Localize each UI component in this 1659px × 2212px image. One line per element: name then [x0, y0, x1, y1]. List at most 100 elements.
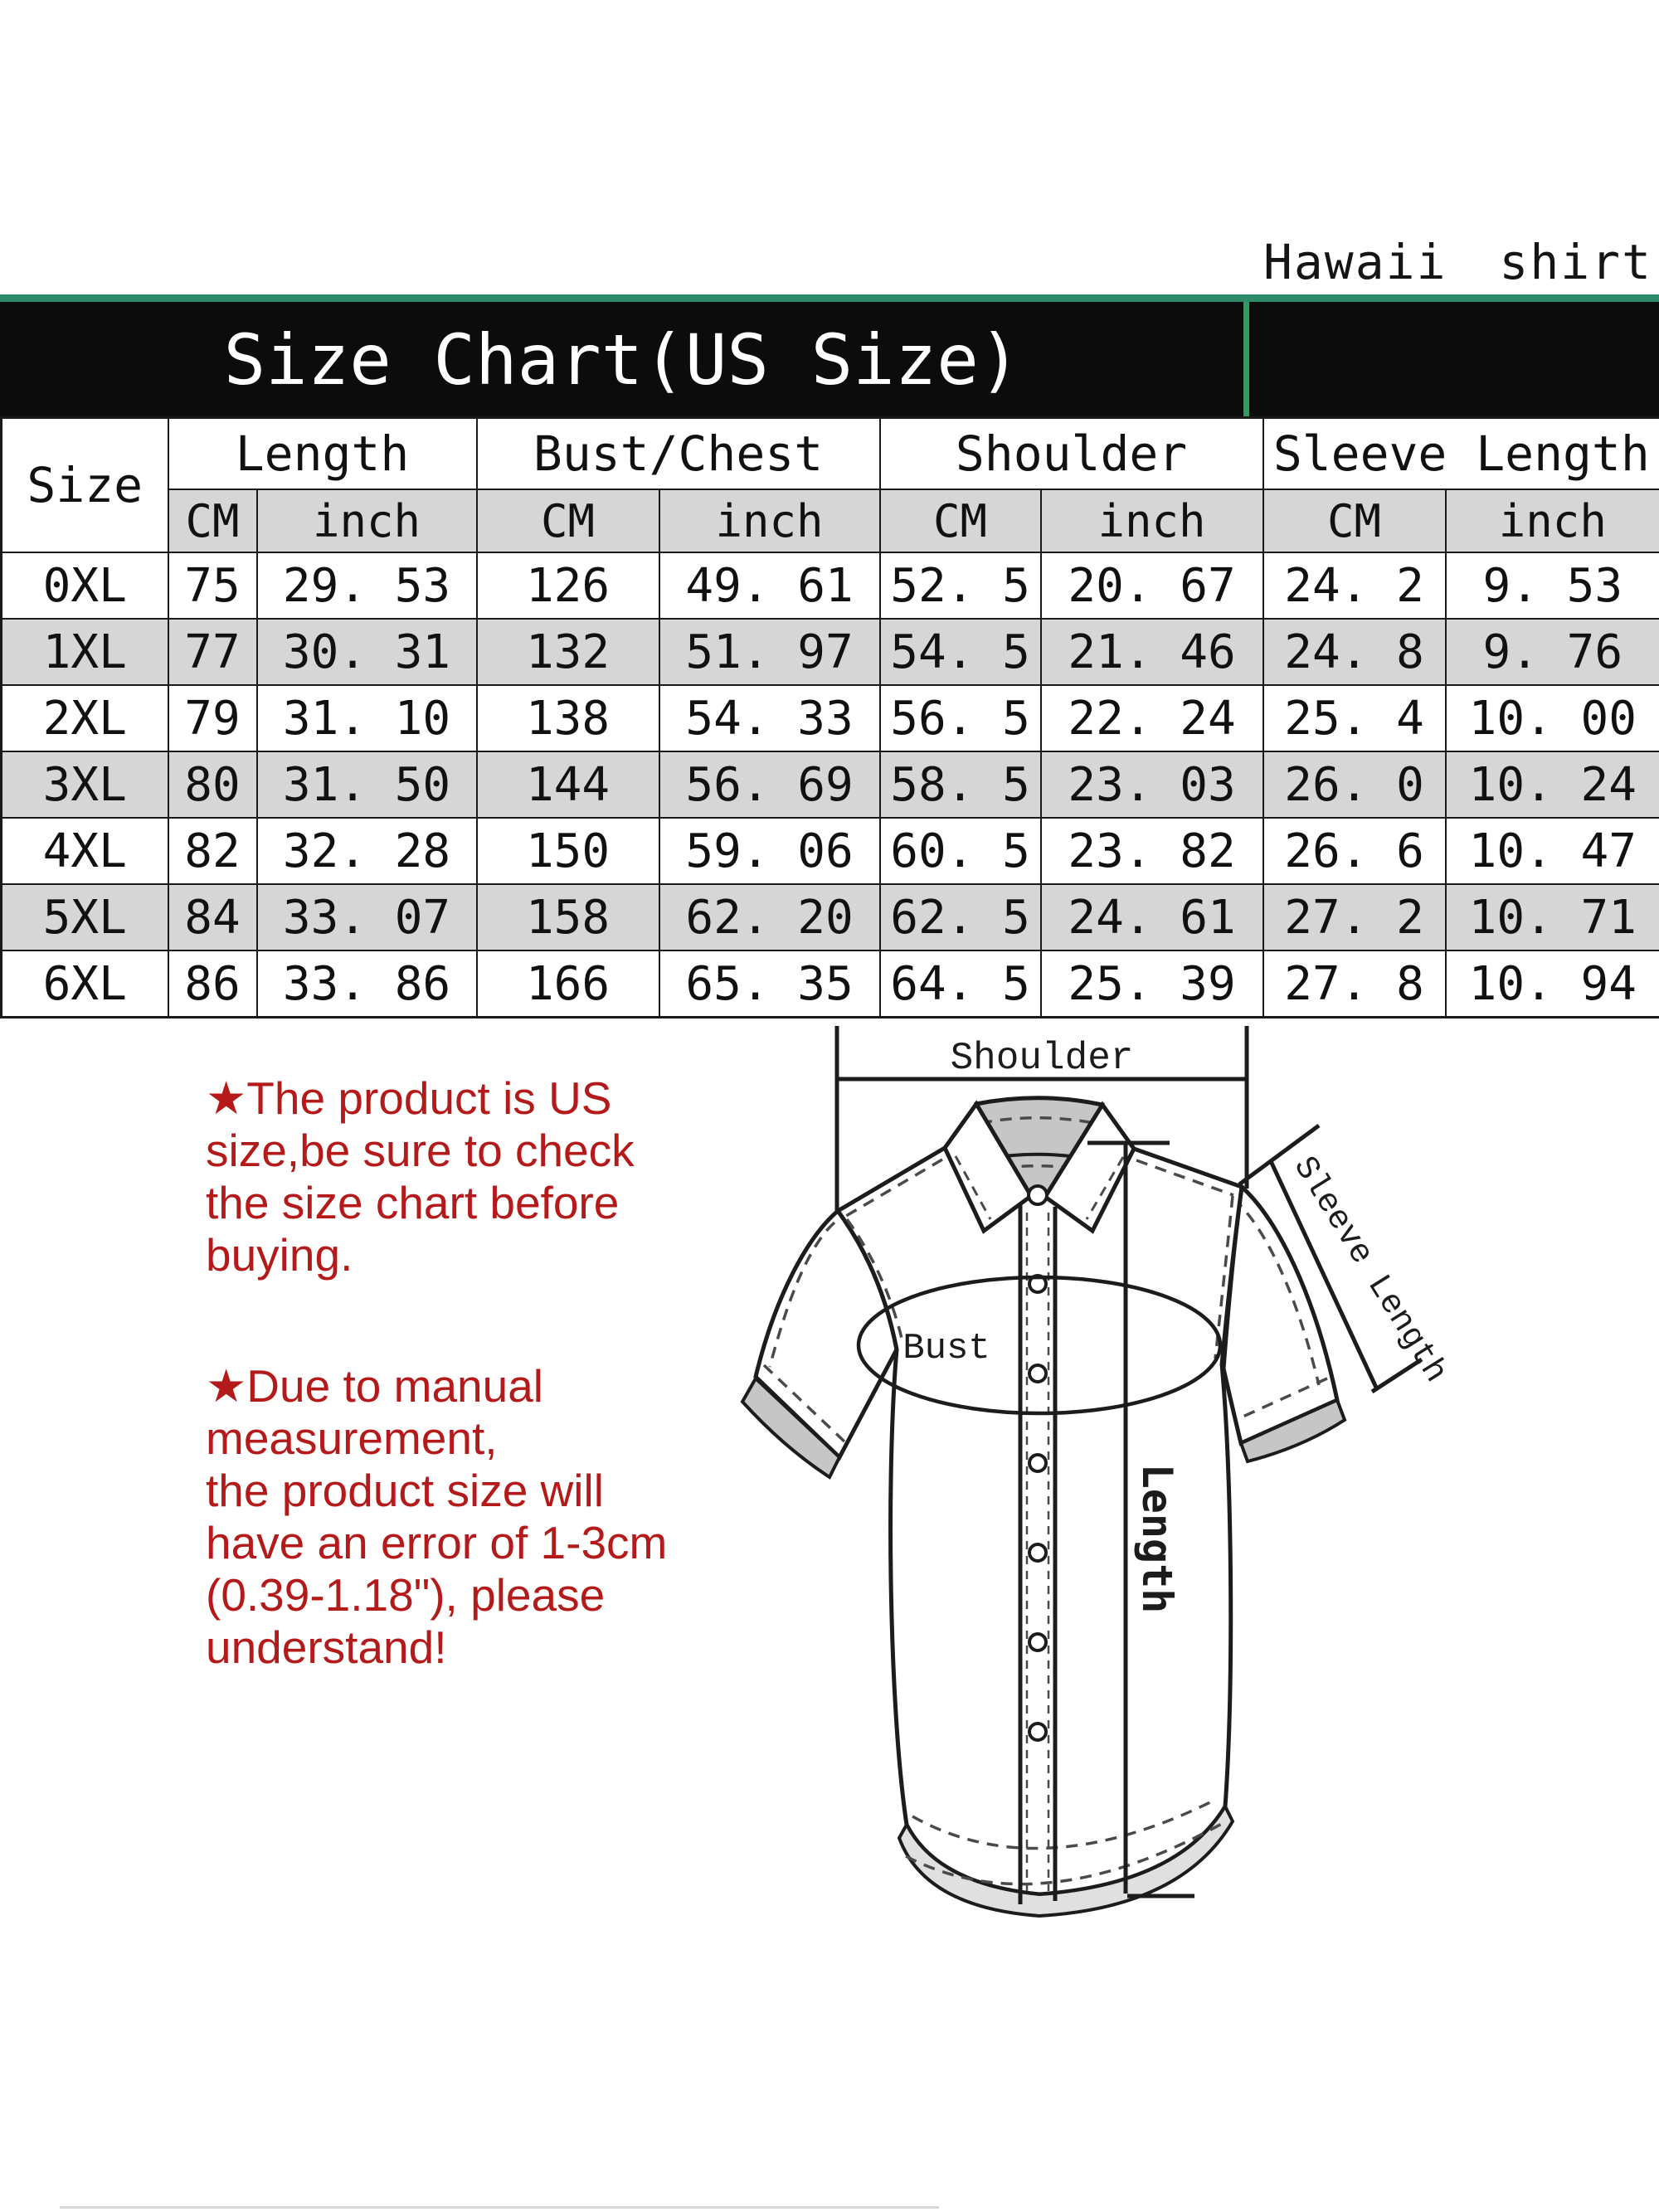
header-shoulder: Shoulder [878, 416, 1264, 490]
value-cell: 29. 53 [255, 552, 478, 620]
unit-cm: CM [475, 489, 660, 553]
value-cell: 158 [475, 883, 660, 951]
table-row: 4XL 82 32. 28 150 59. 06 60. 5 23. 82 26. 6 10. … [0, 817, 1659, 885]
value-cell: 56. 69 [658, 751, 881, 819]
left-cuff-band [740, 1375, 842, 1480]
value-cell: 25. 4 [1262, 684, 1447, 752]
value-cell: 20. 67 [1039, 552, 1264, 620]
size-chart-table: Size Length Bust/Chest Shoulder Sleeve L… [0, 416, 1659, 1018]
banner-top-green-line [0, 294, 1659, 302]
value-cell: 9. 76 [1444, 618, 1659, 686]
size-cell: 2XL [0, 684, 169, 752]
value-cell: 60. 5 [878, 817, 1042, 885]
size-cell: 1XL [0, 618, 169, 686]
collar-stitch-top [980, 1116, 1099, 1125]
unit-inch: inch [1444, 489, 1659, 553]
bottom-divider-line [60, 2206, 939, 2209]
value-cell: 33. 86 [255, 950, 478, 1018]
bust-label: Bust [902, 1328, 990, 1369]
size-cell: 5XL [0, 883, 169, 951]
value-cell: 26. 6 [1262, 817, 1447, 885]
right-cuff-band [1238, 1398, 1347, 1464]
value-cell: 10. 24 [1444, 751, 1659, 819]
unit-cm: CM [167, 489, 258, 553]
table-row: 6XL 86 33. 86 166 65. 35 64. 5 25. 39 27. 8 10. … [0, 950, 1659, 1018]
value-cell: 26. 0 [1262, 751, 1447, 819]
value-cell: 49. 61 [658, 552, 881, 620]
value-cell: 10. 00 [1444, 684, 1659, 752]
title-banner: Size Chart(US Size) [0, 302, 1659, 416]
value-cell: 82 [167, 817, 258, 885]
value-cell: 59. 06 [658, 817, 881, 885]
unit-inch: inch [658, 489, 881, 553]
value-cell: 51. 97 [658, 618, 881, 686]
value-cell: 23. 82 [1039, 817, 1264, 885]
table-row: 0XL 75 29. 53 126 49. 61 52. 5 20. 67 24. 2 9. 5… [0, 552, 1659, 620]
left-sleeve-top-stitch [768, 1221, 836, 1368]
value-cell: 10. 94 [1444, 950, 1659, 1018]
collar-button [1027, 1184, 1048, 1206]
value-cell: 86 [167, 950, 258, 1018]
value-cell: 84 [167, 883, 258, 951]
size-cell: 6XL [0, 950, 169, 1018]
right-shoulder-stitch [1136, 1159, 1234, 1197]
table-row: 1XL 77 30. 31 132 51. 97 54. 5 21. 46 24. 8 9. 7… [0, 618, 1659, 686]
header-sleeve-length: Sleeve Length [1262, 416, 1659, 490]
button-row [1027, 1184, 1048, 1742]
value-cell: 150 [475, 817, 660, 885]
value-cell: 77 [167, 618, 258, 686]
value-cell: 31. 10 [255, 684, 478, 752]
size-cell: 3XL [0, 751, 169, 819]
sleeve-length-top-tick [1238, 1123, 1321, 1187]
note-measurement-error: ★Due to manual measurement, the product si… [206, 1360, 668, 1673]
collar-left-flap [942, 1100, 1034, 1234]
value-cell: 138 [475, 684, 660, 752]
header-bust-chest: Bust/Chest [475, 416, 881, 490]
value-cell: 54. 5 [878, 618, 1042, 686]
value-cell: 79 [167, 684, 258, 752]
value-cell: 62. 20 [658, 883, 881, 951]
value-cell: 54. 33 [658, 684, 881, 752]
value-cell: 27. 2 [1262, 883, 1447, 951]
value-cell: 32. 28 [255, 817, 478, 885]
value-cell: 56. 5 [878, 684, 1042, 752]
note-us-size: ★The product is US size,be sure to check t… [206, 1072, 635, 1281]
unit-inch: inch [1039, 489, 1264, 553]
button [1028, 1632, 1048, 1652]
value-cell: 9. 53 [1444, 552, 1659, 620]
unit-inch: inch [255, 489, 478, 553]
button [1028, 1453, 1048, 1473]
unit-cm: CM [878, 489, 1042, 553]
value-cell: 64. 5 [878, 950, 1042, 1018]
table-row: 3XL 80 31. 50 144 56. 69 58. 5 23. 03 26. 0 10. … [0, 751, 1659, 819]
value-cell: 62. 5 [878, 883, 1042, 951]
hem-stitch-upper [912, 1798, 1216, 1850]
sleeve-length-measure-line [1268, 1159, 1379, 1391]
table-row: 5XL 84 33. 07 158 62. 20 62. 5 24. 61 27. 2 10. … [0, 883, 1659, 951]
size-cell: 4XL [0, 817, 169, 885]
value-cell: 24. 8 [1262, 618, 1447, 686]
value-cell: 132 [475, 618, 660, 686]
unit-cm: CM [1262, 489, 1447, 553]
value-cell: 10. 47 [1444, 817, 1659, 885]
button [1028, 1364, 1048, 1383]
value-cell: 126 [475, 552, 660, 620]
value-cell: 31. 50 [255, 751, 478, 819]
header-length: Length [167, 416, 478, 490]
value-cell: 58. 5 [878, 751, 1042, 819]
value-cell: 10. 71 [1444, 883, 1659, 951]
table-row: 2XL 79 31. 10 138 54. 33 56. 5 22. 24 25. 4 10. … [0, 684, 1659, 752]
value-cell: 166 [475, 950, 660, 1018]
bust-measure-ellipse [856, 1275, 1223, 1416]
button [1028, 1722, 1048, 1742]
button [1028, 1543, 1048, 1563]
right-cuff-stitch [1238, 1377, 1328, 1420]
left-armhole-stitch [845, 1218, 905, 1346]
chart-title: Size Chart(US Size) [223, 319, 1021, 401]
value-cell: 52. 5 [878, 552, 1042, 620]
value-cell: 80 [167, 751, 258, 819]
value-cell: 65. 35 [658, 950, 881, 1018]
header-size: Size [0, 416, 169, 553]
right-sleeve-top-stitch [1232, 1197, 1321, 1386]
